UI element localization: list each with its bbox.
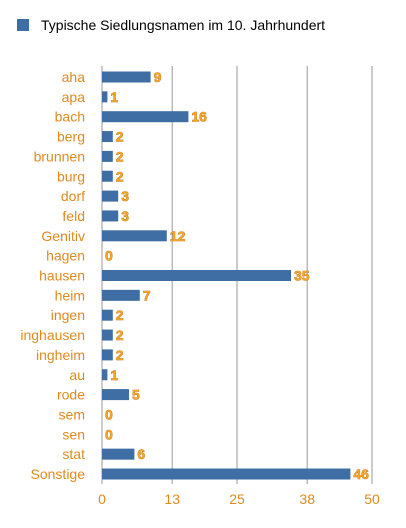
value-label: 5 — [132, 387, 140, 403]
x-tick-label: 0 — [98, 491, 106, 507]
legend: Typische Siedlungsnamen im 10. Jahrhunde… — [17, 17, 325, 33]
bar — [102, 210, 119, 222]
category-label: Genitiv — [41, 228, 85, 244]
category-label: heim — [55, 287, 85, 303]
value-label: 2 — [116, 347, 124, 363]
bar — [102, 170, 113, 182]
value-label: 2 — [116, 148, 124, 164]
value-label: 2 — [116, 307, 124, 323]
bar — [102, 448, 135, 460]
x-tick-label: 13 — [164, 491, 180, 507]
bar — [102, 131, 113, 143]
bar — [102, 349, 113, 361]
bar — [102, 71, 151, 83]
bar — [102, 468, 351, 480]
category-label: au — [69, 367, 85, 383]
value-label: 16 — [191, 109, 207, 125]
legend-label: Typische Siedlungsnamen im 10. Jahrhunde… — [41, 17, 325, 33]
category-label: sen — [62, 426, 85, 442]
value-label: 0 — [105, 406, 113, 422]
bars — [102, 71, 351, 480]
bar — [102, 190, 119, 202]
value-label: 0 — [105, 426, 113, 442]
bar — [102, 329, 113, 341]
category-label: stat — [62, 446, 85, 462]
value-label: 6 — [137, 446, 145, 462]
value-label: 9 — [154, 69, 162, 85]
value-label: 0 — [105, 248, 113, 264]
bar — [102, 230, 167, 242]
value-label: 46 — [353, 466, 369, 482]
x-tick-label: 38 — [299, 491, 315, 507]
value-label: 2 — [116, 129, 124, 145]
bar — [102, 111, 189, 123]
value-label: 3 — [121, 208, 129, 224]
category-label: feld — [62, 208, 85, 224]
category-label: apa — [62, 89, 86, 105]
value-label: 1 — [110, 367, 118, 383]
category-label: ingen — [51, 307, 85, 323]
category-label: rode — [57, 387, 85, 403]
bar — [102, 91, 108, 103]
x-axis-ticks: 0 13 25 38 50 — [98, 491, 380, 507]
x-tick-label: 50 — [364, 491, 380, 507]
bar — [102, 150, 113, 162]
category-label: berg — [57, 129, 85, 145]
category-label: brunnen — [34, 148, 85, 164]
bar — [102, 309, 113, 321]
bar — [102, 369, 108, 381]
value-label: 3 — [121, 188, 129, 204]
value-label: 7 — [143, 287, 151, 303]
category-label: hagen — [46, 248, 85, 264]
value-label: 12 — [170, 228, 186, 244]
category-label: inghausen — [20, 327, 85, 343]
value-label: 2 — [116, 168, 124, 184]
bar — [102, 289, 140, 301]
value-label: 2 — [116, 327, 124, 343]
category-label: sem — [59, 406, 85, 422]
category-label: bach — [55, 109, 85, 125]
value-label: 35 — [294, 268, 310, 284]
category-label: Sonstige — [31, 466, 86, 482]
x-tick-label: 25 — [229, 491, 245, 507]
category-label: ingheim — [36, 347, 85, 363]
category-label: burg — [57, 168, 85, 184]
category-label: hausen — [39, 268, 85, 284]
legend-swatch — [17, 19, 29, 31]
bar — [102, 270, 291, 281]
category-labels: aha apa bach berg brunnen burg dorf feld Genitiv… — [20, 69, 85, 482]
category-label: aha — [62, 69, 86, 85]
category-label: dorf — [61, 188, 85, 204]
value-label: 1 — [110, 89, 118, 105]
bar — [102, 389, 129, 401]
